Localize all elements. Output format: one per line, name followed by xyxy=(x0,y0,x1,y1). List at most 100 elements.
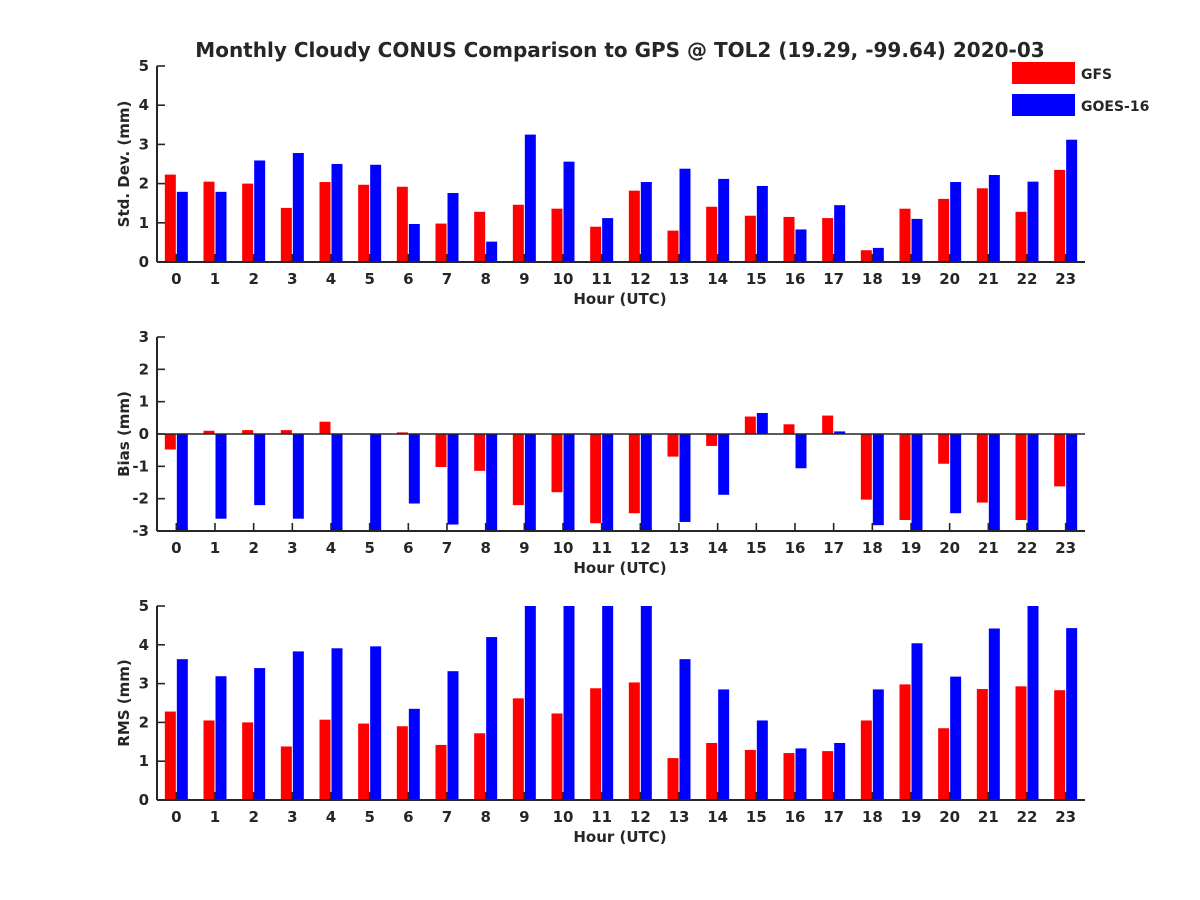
bar-goes-16-hour-20 xyxy=(950,182,962,262)
x-tick-label: 11 xyxy=(591,539,612,557)
bar-goes-16-hour-6 xyxy=(408,223,420,262)
x-tick-label: 16 xyxy=(785,808,806,826)
y-axis-label: Std. Dev. (mm) xyxy=(115,101,133,228)
y-tick-label: 5 xyxy=(139,57,149,75)
y-axis-label: RMS (mm) xyxy=(115,659,133,746)
bar-goes-16-hour-19 xyxy=(911,643,923,800)
bar-gfs-hour-7 xyxy=(435,434,447,467)
x-tick-label: 2 xyxy=(248,270,258,288)
bar-goes-16-hour-6 xyxy=(408,708,420,800)
x-tick-label: 12 xyxy=(630,539,651,557)
bar-gfs-hour-15 xyxy=(744,215,756,262)
bar-goes-16-hour-8 xyxy=(486,241,498,262)
bar-goes-16-hour-3 xyxy=(292,651,304,800)
x-tick-label: 8 xyxy=(480,539,490,557)
bar-goes-16-hour-0 xyxy=(176,659,188,800)
legend-swatch-gfs xyxy=(1012,62,1075,84)
bar-goes-16-hour-22 xyxy=(1027,181,1039,262)
bar-goes-16-hour-3 xyxy=(292,434,304,519)
bar-goes-16-hour-2 xyxy=(254,160,266,262)
bar-gfs-hour-6 xyxy=(396,726,408,800)
x-tick-label: 7 xyxy=(442,270,452,288)
y-tick-label: -2 xyxy=(132,490,149,508)
bar-gfs-hour-9 xyxy=(512,698,524,800)
bar-gfs-hour-3 xyxy=(280,430,292,434)
bar-gfs-hour-22 xyxy=(1015,686,1027,800)
bar-goes-16-hour-6 xyxy=(408,434,420,504)
x-tick-label: 15 xyxy=(746,808,767,826)
bar-gfs-hour-10 xyxy=(551,208,563,262)
x-tick-label: 23 xyxy=(1055,270,1076,288)
bar-gfs-hour-13 xyxy=(667,758,679,800)
bar-gfs-hour-22 xyxy=(1015,434,1027,521)
legend-label-gfs: GFS xyxy=(1081,67,1112,83)
bar-goes-16-hour-14 xyxy=(718,178,730,262)
bar-gfs-hour-1 xyxy=(203,720,215,800)
bar-goes-16-hour-5 xyxy=(370,164,382,262)
bar-goes-16-hour-22 xyxy=(1027,606,1039,800)
bar-gfs-hour-4 xyxy=(319,182,331,262)
y-tick-label: 4 xyxy=(139,636,149,654)
bar-gfs-hour-17 xyxy=(822,218,834,262)
y-tick-label: 0 xyxy=(139,253,149,271)
x-axis-label: Hour (UTC) xyxy=(573,290,666,308)
bar-goes-16-hour-10 xyxy=(563,606,575,800)
x-tick-label: 3 xyxy=(287,270,297,288)
bar-gfs-hour-6 xyxy=(396,186,408,262)
x-tick-label: 16 xyxy=(785,539,806,557)
chart-title: Monthly Cloudy CONUS Comparison to GPS @… xyxy=(195,38,1044,62)
y-tick-label: 4 xyxy=(139,96,149,114)
bar-gfs-hour-13 xyxy=(667,230,679,262)
bar-gfs-hour-19 xyxy=(899,208,911,262)
bar-goes-16-hour-0 xyxy=(176,434,188,531)
bar-goes-16-hour-4 xyxy=(331,164,343,262)
bar-goes-16-hour-7 xyxy=(447,434,459,525)
y-tick-label: 1 xyxy=(139,752,149,770)
bar-goes-16-hour-17 xyxy=(834,205,846,262)
x-axis-label: Hour (UTC) xyxy=(573,559,666,577)
bar-goes-16-hour-9 xyxy=(524,606,536,800)
x-tick-label: 2 xyxy=(248,808,258,826)
y-tick-label: 0 xyxy=(139,791,149,809)
bar-gfs-hour-5 xyxy=(358,723,370,800)
bar-goes-16-hour-14 xyxy=(718,434,730,495)
y-tick-label: 3 xyxy=(139,675,149,693)
bar-gfs-hour-9 xyxy=(512,434,524,506)
bar-gfs-hour-1 xyxy=(203,430,215,434)
x-tick-label: 10 xyxy=(553,270,574,288)
y-tick-label: -3 xyxy=(132,522,149,540)
bar-goes-16-hour-14 xyxy=(718,689,730,800)
bar-goes-16-hour-20 xyxy=(950,676,962,800)
bar-goes-16-hour-8 xyxy=(486,637,498,800)
bar-gfs-hour-11 xyxy=(590,434,602,524)
bar-goes-16-hour-7 xyxy=(447,671,459,800)
bar-gfs-hour-20 xyxy=(938,198,950,262)
bar-goes-16-hour-19 xyxy=(911,434,923,531)
bar-gfs-hour-10 xyxy=(551,434,563,493)
y-tick-label: 2 xyxy=(139,175,149,193)
bar-gfs-hour-19 xyxy=(899,684,911,800)
x-tick-label: 19 xyxy=(901,539,922,557)
x-tick-label: 4 xyxy=(326,808,336,826)
bar-gfs-hour-16 xyxy=(783,216,795,262)
bar-goes-16-hour-20 xyxy=(950,434,962,514)
bar-gfs-hour-12 xyxy=(628,434,640,514)
x-tick-label: 3 xyxy=(287,539,297,557)
bar-goes-16-hour-16 xyxy=(795,748,807,800)
x-tick-label: 8 xyxy=(480,270,490,288)
bar-gfs-hour-2 xyxy=(242,722,254,800)
x-tick-label: 20 xyxy=(939,270,960,288)
x-tick-label: 12 xyxy=(630,270,651,288)
bar-goes-16-hour-11 xyxy=(602,218,614,262)
bar-goes-16-hour-9 xyxy=(524,434,536,531)
x-tick-label: 22 xyxy=(1017,808,1038,826)
bar-gfs-hour-14 xyxy=(706,434,718,446)
bar-gfs-hour-13 xyxy=(667,434,679,457)
x-tick-label: 2 xyxy=(248,539,258,557)
bar-gfs-hour-22 xyxy=(1015,211,1027,262)
bar-goes-16-hour-1 xyxy=(215,676,227,800)
x-tick-label: 14 xyxy=(707,270,728,288)
